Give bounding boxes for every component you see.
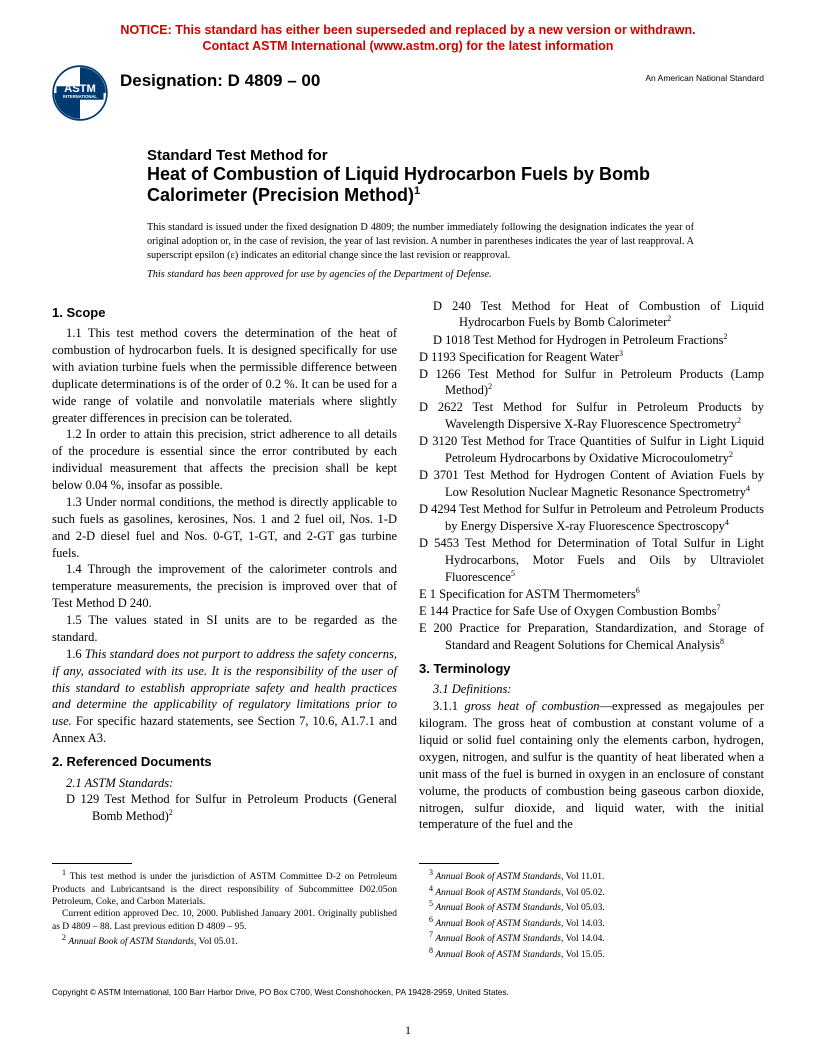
dod-note: This standard has been approved for use … — [147, 269, 694, 280]
footnote: 1 This test method is under the jurisdic… — [52, 868, 397, 908]
section-1-head: 1. Scope — [52, 304, 397, 322]
footnote: 5 Annual Book of ASTM Standards, Vol 05.… — [419, 899, 764, 915]
ref-item: D 5453 Test Method for Determination of … — [419, 535, 764, 586]
ref-item: D 1193 Specification for Reagent Water3 — [419, 349, 764, 366]
ref-item: D 129 Test Method for Sulfur in Petroleu… — [52, 791, 397, 825]
para-1-1: 1.1 This test method covers the determin… — [52, 325, 397, 426]
footnotes-right: 3 Annual Book of ASTM Standards, Vol 11.… — [419, 863, 764, 961]
para-1-4: 1.4 Through the improvement of the calor… — [52, 561, 397, 612]
section-3-head: 3. Terminology — [419, 660, 764, 678]
title-main-text: Heat of Combustion of Liquid Hydrocarbon… — [147, 164, 650, 206]
para-3-1-1: 3.1.1 gross heat of combustion—expressed… — [419, 698, 764, 833]
title-main: Heat of Combustion of Liquid Hydrocarbon… — [147, 164, 704, 207]
footnote: 2 Annual Book of ASTM Standards, Vol 05.… — [52, 933, 397, 949]
ref-item: D 3701 Test Method for Hydrogen Content … — [419, 467, 764, 501]
ref-item: D 4294 Test Method for Sulfur in Petrole… — [419, 501, 764, 535]
ref-item: D 2622 Test Method for Sulfur in Petrole… — [419, 399, 764, 433]
copyright: Copyright © ASTM International, 100 Barr… — [52, 987, 764, 997]
astm-logo: ASTM INTERNATIONAL — [52, 65, 108, 121]
para-1-5: 1.5 The values stated in SI units are to… — [52, 612, 397, 646]
para-1-2: 1.2 In order to attain this precision, s… — [52, 426, 397, 494]
footnotes-left: 1 This test method is under the jurisdic… — [52, 863, 397, 961]
ref-item: D 1266 Test Method for Sulfur in Petrole… — [419, 366, 764, 400]
title-pre: Standard Test Method for — [147, 147, 704, 164]
refs-right-list: D 1193 Specification for Reagent Water3D… — [419, 349, 764, 654]
notice-line1: NOTICE: This standard has either been su… — [120, 23, 695, 37]
ref-item: D 1018 Test Method for Hydrogen in Petro… — [419, 332, 764, 349]
ref-item: E 144 Practice for Safe Use of Oxygen Co… — [419, 603, 764, 620]
ref-item: E 1 Specification for ASTM Thermometers6 — [419, 586, 764, 603]
footnote-rule — [419, 863, 499, 864]
designation: Designation: D 4809 – 00 — [120, 71, 320, 91]
section-2-head: 2. Referenced Documents — [52, 753, 397, 771]
section-3-sub: 3.1 Definitions: — [419, 681, 764, 698]
page-number: 1 — [0, 1023, 816, 1038]
footnotes: 1 This test method is under the jurisdic… — [52, 863, 764, 961]
footnote: 4 Annual Book of ASTM Standards, Vol 05.… — [419, 884, 764, 900]
para-1-6: 1.6 This standard does not purport to ad… — [52, 646, 397, 747]
title-block: Standard Test Method for Heat of Combust… — [147, 147, 704, 207]
ref-item: D 3120 Test Method for Trace Quantities … — [419, 433, 764, 467]
svg-text:INTERNATIONAL: INTERNATIONAL — [63, 94, 97, 99]
footnote: 8 Annual Book of ASTM Standards, Vol 15.… — [419, 946, 764, 962]
footnote-rule — [52, 863, 132, 864]
para-1-3: 1.3 Under normal conditions, the method … — [52, 494, 397, 562]
header-row: ASTM INTERNATIONAL Designation: D 4809 –… — [52, 65, 764, 121]
notice-banner: NOTICE: This standard has either been su… — [52, 22, 764, 55]
ref-item: E 200 Practice for Preparation, Standard… — [419, 620, 764, 654]
section-2-sub: 2.1 ASTM Standards: — [52, 775, 397, 792]
footnote: 3 Annual Book of ASTM Standards, Vol 11.… — [419, 868, 764, 884]
body-columns: 1. Scope 1.1 This test method covers the… — [52, 298, 764, 834]
title-sup: 1 — [414, 185, 420, 197]
svg-text:ASTM: ASTM — [64, 82, 96, 94]
footnote: 7 Annual Book of ASTM Standards, Vol 14.… — [419, 930, 764, 946]
ans-note: An American National Standard — [645, 73, 764, 83]
footnote: 6 Annual Book of ASTM Standards, Vol 14.… — [419, 915, 764, 931]
footnote: Current edition approved Dec. 10, 2000. … — [52, 908, 397, 933]
issuance-note: This standard is issued under the fixed … — [147, 221, 694, 263]
notice-line2: Contact ASTM International (www.astm.org… — [203, 39, 614, 53]
ref-item: D 240 Test Method for Heat of Combustion… — [419, 298, 764, 332]
